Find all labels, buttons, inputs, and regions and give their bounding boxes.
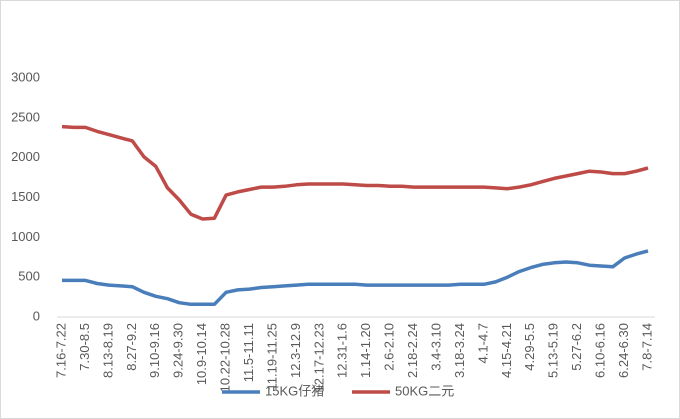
- x-tick-label: 9.24-9.30: [171, 323, 186, 378]
- x-tick-label: 1.14-1.20: [358, 323, 373, 378]
- legend-label: 15KG仔猪: [265, 383, 324, 398]
- x-tick-label: 12.17-12.23: [311, 323, 326, 392]
- x-tick-label: 4.15-4.21: [499, 323, 514, 378]
- x-tick-label: 4.29-5.5: [522, 323, 537, 371]
- y-tick-label: 2500: [11, 109, 40, 124]
- x-tick-label: 2.18-2.24: [405, 323, 420, 378]
- y-tick-label: 1500: [11, 189, 40, 204]
- x-tick-label: 4.1-4.7: [475, 323, 490, 363]
- legend-label: 50KG二元: [395, 383, 454, 398]
- x-tick-label: 10.22-10.28: [218, 323, 233, 392]
- x-tick-label: 7.30-8.5: [77, 323, 92, 371]
- x-tick-label: 2.6-2.10: [382, 323, 397, 371]
- x-tick-label: 3.18-3.24: [452, 323, 467, 378]
- x-tick-label: 5.13-5.19: [546, 323, 561, 378]
- x-tick-label: 11.19-11.25: [264, 323, 279, 390]
- y-tick-label: 1000: [11, 229, 40, 244]
- x-tick-label: 12.3-12.9: [288, 323, 303, 378]
- series-line: [61, 124, 649, 221]
- x-tick-label: 10.9-10.14: [194, 323, 209, 385]
- x-tick-label: 6.10-6.16: [593, 323, 608, 378]
- x-tick-label: 5.27-6.2: [569, 323, 584, 371]
- y-tick-label: 0: [33, 308, 40, 323]
- x-tick-label: 11.5-11.11: [241, 323, 256, 382]
- y-tick-label: 3000: [11, 69, 40, 84]
- y-tick-label: 2000: [11, 149, 40, 164]
- x-tick-label: 9.10-9.16: [147, 323, 162, 378]
- x-tick-label: 8.27-9.2: [124, 323, 139, 371]
- x-tick-label: 8.13-8.19: [100, 323, 115, 378]
- x-tick-label: 7.8-7.14: [639, 323, 654, 371]
- x-tick-label: 6.24-6.30: [616, 323, 631, 378]
- x-tick-label: 3.4-3.10: [428, 323, 443, 371]
- series-line: [62, 249, 649, 307]
- y-tick-label: 500: [18, 269, 40, 284]
- x-tick-label: 7.16-7.22: [53, 323, 68, 378]
- x-tick-label: 12.31-1.6: [335, 323, 350, 378]
